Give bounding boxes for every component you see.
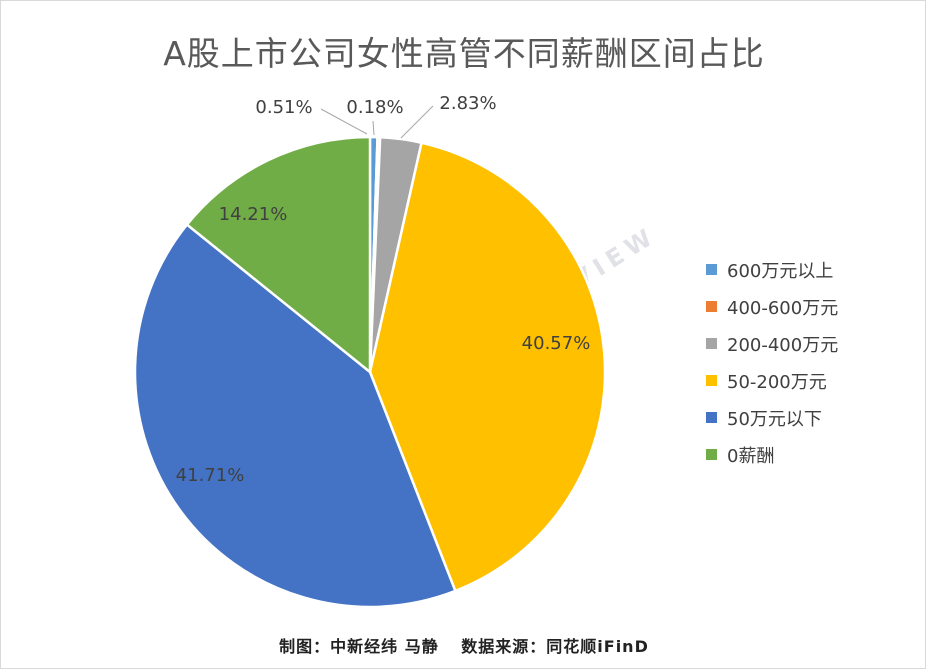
data-label: 2.83% — [439, 93, 496, 114]
legend-item: 600万元以上 — [706, 251, 838, 288]
chart-title: A股上市公司女性高管不同薪酬区间占比 — [163, 34, 765, 73]
footer-source: 数据来源：同花顺iFinD — [461, 637, 649, 656]
legend-swatch — [706, 264, 717, 275]
pie-slice — [185, 135, 372, 375]
legend-swatch — [706, 449, 717, 460]
data-label: 0.51% — [255, 97, 312, 118]
legend-label: 200-400万元 — [727, 334, 839, 356]
pie-slice — [368, 141, 607, 593]
data-label: 0.18% — [346, 97, 403, 118]
pie-slice — [133, 222, 457, 609]
footer-maker: 制图：中新经纬 马静 — [279, 637, 439, 656]
legend-swatch — [706, 412, 717, 423]
legend-item: 0薪酬 — [706, 436, 838, 473]
legend-label: 600万元以上 — [727, 260, 834, 282]
leader-line — [320, 108, 368, 135]
legend-label: 50万元以下 — [727, 408, 822, 430]
legend-swatch — [706, 301, 717, 312]
legend-label: 400-600万元 — [727, 297, 839, 319]
legend-item: 50万元以下 — [706, 399, 838, 436]
legend-item: 50-200万元 — [706, 362, 838, 399]
legend: 600万元以上 400-600万元 200-400万元 50-200万元 50万元以下 0… — [706, 251, 838, 473]
legend-swatch — [706, 338, 717, 349]
footer: 制图：中新经纬 马静 数据来源：同花顺iFinD — [1, 633, 925, 657]
legend-label: 0薪酬 — [727, 445, 775, 467]
data-label: 41.71% — [176, 465, 245, 486]
legend-swatch — [706, 375, 717, 386]
legend-item: 400-600万元 — [706, 288, 838, 325]
data-label: 40.57% — [522, 333, 591, 354]
data-label: 14.21% — [219, 204, 288, 225]
leader-line — [372, 120, 375, 136]
legend-item: 200-400万元 — [706, 325, 838, 362]
legend-label: 50-200万元 — [727, 371, 827, 393]
leader-line — [400, 105, 434, 139]
